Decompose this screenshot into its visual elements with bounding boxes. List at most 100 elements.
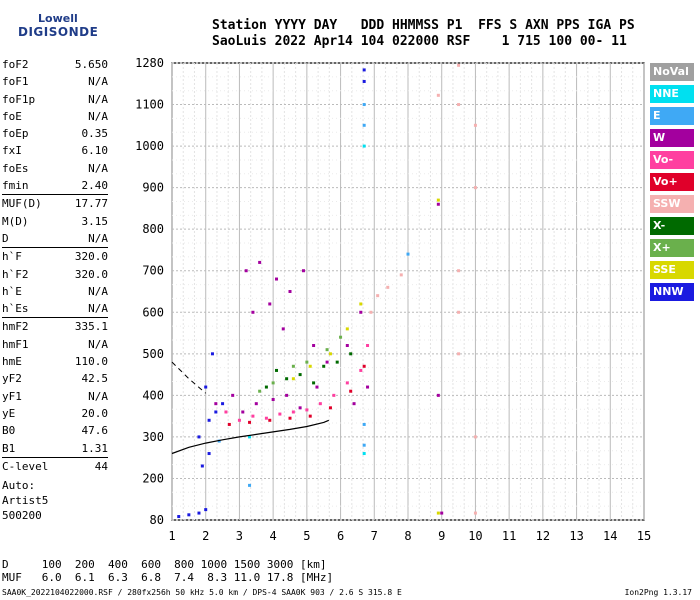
param-value: N/A (88, 389, 108, 403)
y-tick-label: 1100 (135, 98, 164, 112)
data-point-x- (285, 377, 289, 381)
param-value: 0.35 (81, 127, 109, 141)
param-row: D N/A (2, 230, 108, 247)
data-point-vo- (237, 418, 241, 422)
data-point-w (244, 269, 248, 273)
data-point-w (281, 327, 285, 331)
data-point-w (315, 385, 319, 389)
y-tick-label: 80 (150, 513, 164, 527)
data-point-sse (436, 198, 440, 202)
data-point-x+ (305, 360, 309, 364)
data-point-w (214, 402, 218, 406)
data-point-nnw (207, 418, 211, 422)
param-value: 20.0 (81, 406, 109, 420)
data-point-vo- (305, 408, 309, 412)
data-point-x+ (271, 381, 275, 385)
data-point-e (362, 422, 366, 426)
data-point-x- (312, 381, 316, 385)
data-point-sse (291, 377, 295, 381)
param-name: D (2, 231, 9, 245)
param-value: 1.31 (81, 441, 109, 455)
param-name: yE (2, 406, 16, 420)
x-tick-label: 8 (404, 529, 411, 543)
data-point-ssw (473, 435, 477, 439)
param-row: C-level 44 (2, 456, 108, 475)
data-point-vo+ (227, 422, 231, 426)
data-point-x+ (291, 364, 295, 368)
data-point-nnw (221, 402, 225, 406)
data-point-e (406, 252, 410, 256)
data-point-nnw (200, 464, 204, 468)
param-name: foF1p (2, 92, 36, 106)
param-value: 3.15 (81, 214, 109, 228)
param-row: h`E N/A (2, 283, 108, 300)
param-value: N/A (88, 161, 108, 175)
data-point-nnw (362, 68, 366, 72)
legend-item: W (650, 129, 694, 147)
data-point-w (436, 202, 440, 206)
param-row: hmF1 N/A (2, 336, 108, 353)
legend-item: NoVal (650, 63, 694, 81)
data-point-nnw (214, 410, 218, 414)
param-value: N/A (88, 92, 108, 106)
y-tick-label: 300 (142, 430, 164, 444)
data-point-ssw (473, 511, 477, 515)
x-tick-label: 9 (438, 529, 445, 543)
data-point-x- (275, 368, 279, 372)
data-point-w (436, 393, 440, 397)
param-name: h`E (2, 284, 22, 298)
data-point-e (362, 103, 366, 107)
y-tick-label: 900 (142, 181, 164, 195)
param-row: yF2 42.5 (2, 370, 108, 387)
param-name: foEp (2, 127, 29, 141)
data-point-w (271, 398, 275, 402)
legend-item: Vo+ (650, 173, 694, 191)
param-row: foF2 5.650 (2, 56, 108, 73)
param-name: h`F2 (2, 267, 29, 281)
data-point-vo+ (362, 364, 366, 368)
param-value: N/A (88, 284, 108, 298)
data-point-w (241, 410, 245, 414)
param-name: fmin (2, 179, 29, 193)
data-point-vo- (359, 368, 363, 372)
param-value: 320.0 (74, 267, 108, 281)
data-point-ssw (457, 352, 461, 356)
data-point-nnw (197, 435, 201, 439)
data-point-w (352, 402, 356, 406)
param-value: 17.77 (74, 197, 108, 211)
data-point-vo- (332, 393, 336, 397)
data-point-w (325, 360, 329, 364)
data-point-w (345, 344, 349, 348)
data-point-ssw (473, 123, 477, 127)
data-point-nne (248, 435, 252, 439)
x-tick-label: 14 (603, 529, 617, 543)
param-name: B0 (2, 424, 16, 438)
data-point-sse (436, 511, 440, 515)
auto-software: Artist5 (2, 494, 49, 507)
profile-extrapolation-line (171, 361, 207, 394)
param-value: 110.0 (74, 355, 108, 369)
data-point-vo- (318, 402, 322, 406)
param-row: foF1 N/A (2, 73, 108, 90)
param-name: hmF2 (2, 320, 29, 334)
muf-table: D 100 200 400 600 800 1000 1500 3000 [km… (2, 558, 333, 584)
param-value: N/A (88, 109, 108, 123)
data-point-e (248, 483, 252, 487)
data-point-vo+ (268, 418, 272, 422)
data-point-w (251, 310, 255, 314)
data-point-ssw (457, 103, 461, 107)
x-tick-label: 6 (337, 529, 344, 543)
param-name: C-level (2, 459, 49, 473)
param-row: yE 20.0 (2, 405, 108, 422)
station-header: Station YYYY DAY DDD HHMMSS P1 FFS S AXN… (212, 18, 635, 50)
x-tick-label: 13 (569, 529, 583, 543)
param-name: hmF1 (2, 337, 29, 351)
legend-item: NNW (650, 283, 694, 301)
legend-item: X- (650, 217, 694, 235)
param-row: h`F2 320.0 (2, 266, 108, 283)
data-point-w (268, 302, 272, 306)
y-tick-label: 1000 (135, 139, 164, 153)
param-value: 2.40 (81, 179, 109, 193)
data-point-x- (298, 373, 302, 377)
data-point-w (254, 402, 258, 406)
